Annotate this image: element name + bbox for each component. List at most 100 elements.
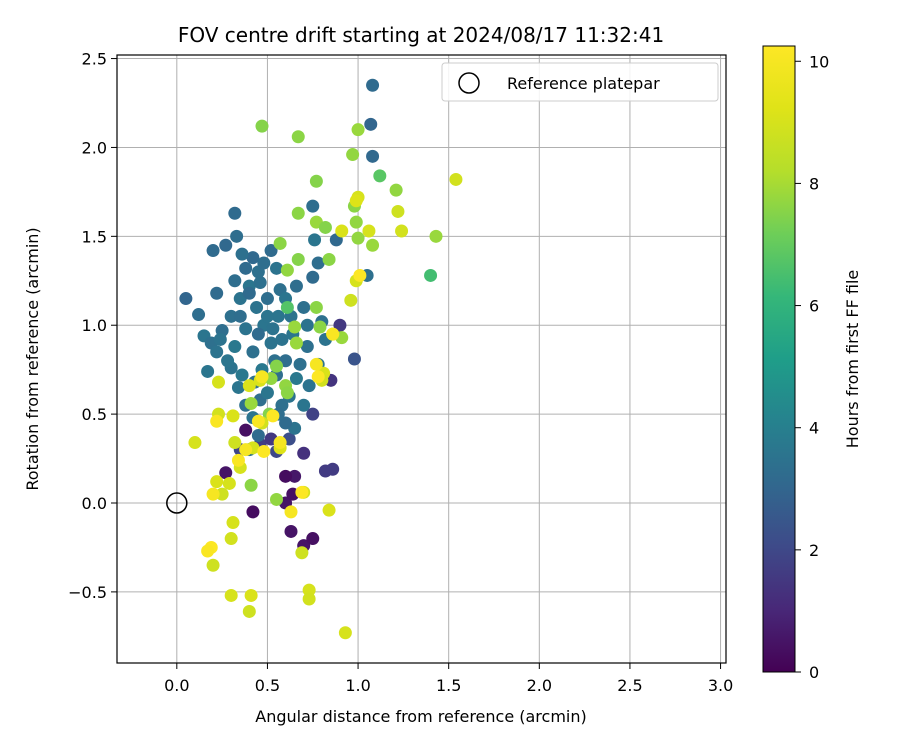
- data-point: [344, 293, 358, 307]
- data-point: [338, 626, 352, 640]
- data-point: [246, 345, 260, 359]
- data-point: [246, 251, 260, 265]
- data-point: [219, 466, 233, 480]
- data-point: [260, 386, 274, 400]
- data-point: [179, 292, 193, 306]
- data-point: [311, 370, 325, 384]
- data-point: [280, 300, 294, 314]
- data-point: [239, 443, 253, 457]
- colorbar: 0 2 4 6 8 10 Hours from first FF file: [762, 45, 862, 682]
- data-point: [364, 117, 378, 131]
- data-point: [429, 229, 443, 243]
- data-point: [224, 588, 238, 602]
- data-point: [300, 340, 314, 354]
- data-point: [280, 386, 294, 400]
- data-point: [449, 172, 463, 186]
- y-tick-label: 1.5: [82, 227, 107, 246]
- data-point: [289, 336, 303, 350]
- data-point: [313, 320, 327, 334]
- data-point: [228, 206, 242, 220]
- y-tick-label: 0.0: [82, 494, 107, 513]
- x-tick-label: 0.5: [255, 676, 280, 695]
- legend: Reference platepar: [441, 62, 719, 102]
- data-point: [242, 379, 256, 393]
- x-tick-label: 2.5: [617, 676, 642, 695]
- y-tick-label: 1.0: [82, 316, 107, 335]
- data-point: [250, 300, 264, 314]
- data-point: [366, 238, 380, 252]
- data-point: [231, 380, 245, 394]
- data-point: [251, 327, 265, 341]
- data-point: [257, 444, 271, 458]
- data-point: [206, 487, 220, 501]
- data-point: [239, 322, 253, 336]
- data-point: [311, 256, 325, 270]
- data-point: [228, 274, 242, 288]
- data-point: [231, 453, 245, 467]
- data-point: [391, 204, 405, 218]
- data-point: [270, 359, 283, 373]
- data-point: [201, 364, 215, 378]
- data-point: [226, 409, 240, 423]
- data-point: [280, 263, 294, 277]
- y-axis-ticks: −0.5 0.0 0.5 1.0 1.5 2.0 2.5: [68, 50, 117, 602]
- data-point: [210, 286, 224, 300]
- data-point: [251, 414, 265, 428]
- data-point: [362, 224, 376, 238]
- data-point: [228, 436, 242, 450]
- data-point: [188, 436, 202, 450]
- data-point: [424, 268, 438, 282]
- data-point: [289, 372, 303, 386]
- y-tick-label: −0.5: [68, 583, 107, 602]
- data-point: [373, 169, 387, 183]
- data-point: [306, 407, 320, 421]
- data-point: [244, 396, 258, 410]
- data-points: [179, 78, 463, 640]
- data-point: [349, 194, 363, 208]
- data-point: [273, 436, 287, 450]
- data-point: [366, 78, 380, 92]
- data-point: [279, 416, 293, 430]
- data-point: [201, 544, 215, 558]
- data-point: [295, 546, 309, 560]
- y-tick-label: 2.5: [82, 50, 107, 69]
- data-point: [300, 318, 314, 332]
- data-point: [295, 485, 309, 499]
- data-point: [206, 244, 220, 258]
- data-point: [228, 340, 242, 354]
- y-tick-label: 0.5: [82, 405, 107, 424]
- data-point: [260, 292, 274, 306]
- colorbar-tick-label: 6: [809, 297, 819, 316]
- data-point: [266, 322, 280, 336]
- data-point: [242, 604, 256, 618]
- colorbar-tick-label: 10: [809, 52, 829, 71]
- data-point: [279, 469, 293, 483]
- data-point: [239, 261, 253, 275]
- x-tick-label: 0.0: [164, 676, 189, 695]
- data-point: [242, 286, 256, 300]
- data-point: [253, 276, 267, 290]
- data-point: [264, 336, 278, 350]
- data-point: [219, 238, 233, 252]
- data-point: [206, 558, 220, 572]
- colorbar-tick-label: 2: [809, 541, 819, 560]
- data-point: [326, 327, 340, 341]
- x-tick-label: 2.0: [527, 676, 552, 695]
- data-point: [351, 231, 365, 245]
- x-tick-label: 3.0: [708, 676, 733, 695]
- colorbar-tick-label: 0: [809, 663, 819, 682]
- data-point: [192, 308, 206, 322]
- data-point: [309, 174, 323, 188]
- data-point: [246, 505, 260, 519]
- data-point: [335, 224, 349, 238]
- data-point: [395, 224, 409, 238]
- data-point: [306, 199, 320, 213]
- data-point: [284, 505, 298, 519]
- data-point: [230, 229, 244, 243]
- data-point: [366, 149, 380, 163]
- data-point: [235, 247, 249, 261]
- data-point: [297, 446, 311, 460]
- y-axis-title: Rotation from reference (arcmin): [23, 227, 42, 490]
- data-point: [288, 469, 302, 483]
- data-point: [333, 318, 347, 332]
